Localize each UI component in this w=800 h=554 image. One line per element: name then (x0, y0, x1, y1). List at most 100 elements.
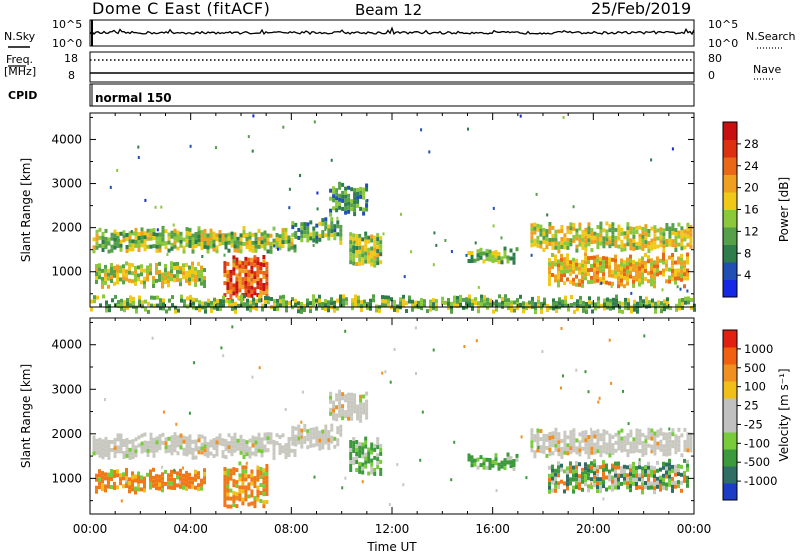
velocity-panel-cell (509, 456, 513, 461)
power-panel-cell (362, 187, 366, 192)
power-panel-cell (671, 253, 674, 257)
velocity-panel-cell (575, 485, 578, 490)
power-panel-cell (300, 222, 304, 227)
velocity-panel-cell (590, 446, 594, 451)
velocity-panel-cell (158, 478, 161, 483)
velocity-panel-cell (329, 391, 333, 396)
power-panel-cell (638, 278, 641, 283)
power-panel-cell (216, 306, 219, 311)
power-panel-cell (173, 278, 176, 283)
power-panel-cell (575, 266, 578, 271)
power-panel-cell (254, 248, 258, 253)
velocity-panel-cell (362, 402, 366, 407)
power-panel-cell (444, 300, 447, 305)
power-panel-cell (230, 243, 234, 248)
power-panel-cell (180, 294, 183, 299)
velocity-panel-cell (203, 452, 207, 457)
power-panel-cell (332, 186, 336, 191)
power-panel-cell (482, 251, 486, 256)
power-panel-scatter-dot (130, 230, 133, 233)
velocity-panel-cell (665, 466, 668, 471)
power-panel-cell (330, 233, 334, 238)
power-panel-cell (218, 230, 222, 235)
power-panel-cell (249, 304, 252, 309)
velocity-panel-cell (98, 473, 101, 478)
power-panel-cell (665, 239, 669, 243)
power-panel-cell (355, 262, 359, 266)
nsky-label: N.Sky (4, 30, 36, 43)
velocity-panel-scatter-dot (361, 480, 364, 484)
power-panel-cell (554, 241, 558, 246)
power-panel-cell (665, 279, 668, 284)
velocity-panel-cell (689, 432, 693, 437)
power-panel-cell (336, 220, 340, 225)
velocity-panel-cell (269, 440, 273, 445)
power-panel-cell (423, 303, 426, 308)
velocity-panel-cell (584, 474, 587, 479)
velocity-panel-cell (253, 480, 257, 485)
power-panel-cell (194, 282, 197, 287)
power-panel-colorbar-tick-label: 28 (744, 137, 759, 151)
velocity-panel-cell (665, 436, 669, 441)
velocity-panel-cell (653, 478, 656, 483)
power-panel-cell (116, 232, 120, 236)
velocity-panel-cell (677, 472, 680, 477)
velocity-panel-cell (107, 484, 110, 489)
velocity-panel-cell (548, 485, 551, 490)
power-panel-cell (627, 302, 630, 307)
velocity-panel-cell (680, 488, 683, 493)
power-panel-cell (362, 191, 366, 196)
velocity-panel-cell (629, 484, 632, 489)
power-panel-cell (254, 244, 258, 249)
power-panel-cell (336, 232, 340, 237)
velocity-panel-cell (638, 485, 641, 490)
velocity-panel-cell (92, 435, 96, 440)
power-panel-cell (291, 233, 295, 238)
velocity-panel-cell (572, 436, 576, 441)
power-panel-cell (250, 277, 254, 282)
velocity-panel-cell (602, 460, 605, 465)
power-panel-cell (361, 245, 365, 250)
velocity-panel-cell (125, 453, 129, 458)
velocity-panel-cell (602, 476, 605, 481)
velocity-panel-cell (347, 400, 351, 405)
power-panel-cell (197, 273, 200, 278)
velocity-panel-cell (593, 463, 596, 468)
power-panel-cell (262, 275, 266, 279)
power-panel-cell (158, 244, 162, 249)
power-panel-cell (384, 303, 387, 308)
power-panel-cell (312, 302, 315, 307)
power-panel-cell (632, 226, 636, 231)
power-panel-cell (347, 197, 351, 202)
power-panel-cell (95, 276, 98, 280)
velocity-panel-cell (309, 443, 313, 448)
power-panel-cell (294, 234, 298, 239)
velocity-panel-cell (197, 475, 200, 480)
velocity-panel-cell (167, 473, 170, 478)
power-panel-cell (247, 273, 251, 278)
velocity-panel-cell (338, 409, 342, 414)
velocity-panel-cell (149, 436, 153, 441)
velocity-panel-cell (335, 405, 339, 410)
power-panel-cell (101, 284, 104, 289)
power-panel-scatter-dot (610, 284, 613, 288)
velocity-panel-cell (530, 440, 534, 445)
velocity-panel-cell (584, 478, 587, 483)
power-panel-cell (146, 265, 149, 270)
velocity-panel-cell (605, 430, 609, 435)
power-panel-cell (539, 232, 543, 237)
velocity-panel-scatter-dot (575, 368, 578, 372)
velocity-panel-cell (113, 454, 117, 459)
velocity-panel-cell (294, 438, 298, 443)
power-panel-cell (259, 266, 263, 271)
power-panel-cell (569, 264, 572, 269)
power-panel-cell (548, 226, 552, 230)
power-panel-cell (677, 256, 680, 261)
power-panel-cell (617, 264, 620, 269)
power-panel-cell (238, 272, 242, 277)
velocity-panel-scatter-dot (393, 348, 396, 351)
power-panel-cell (588, 300, 591, 305)
velocity-panel-cell (200, 446, 204, 451)
power-panel-cell (563, 269, 566, 274)
power-panel-cell (626, 257, 629, 262)
